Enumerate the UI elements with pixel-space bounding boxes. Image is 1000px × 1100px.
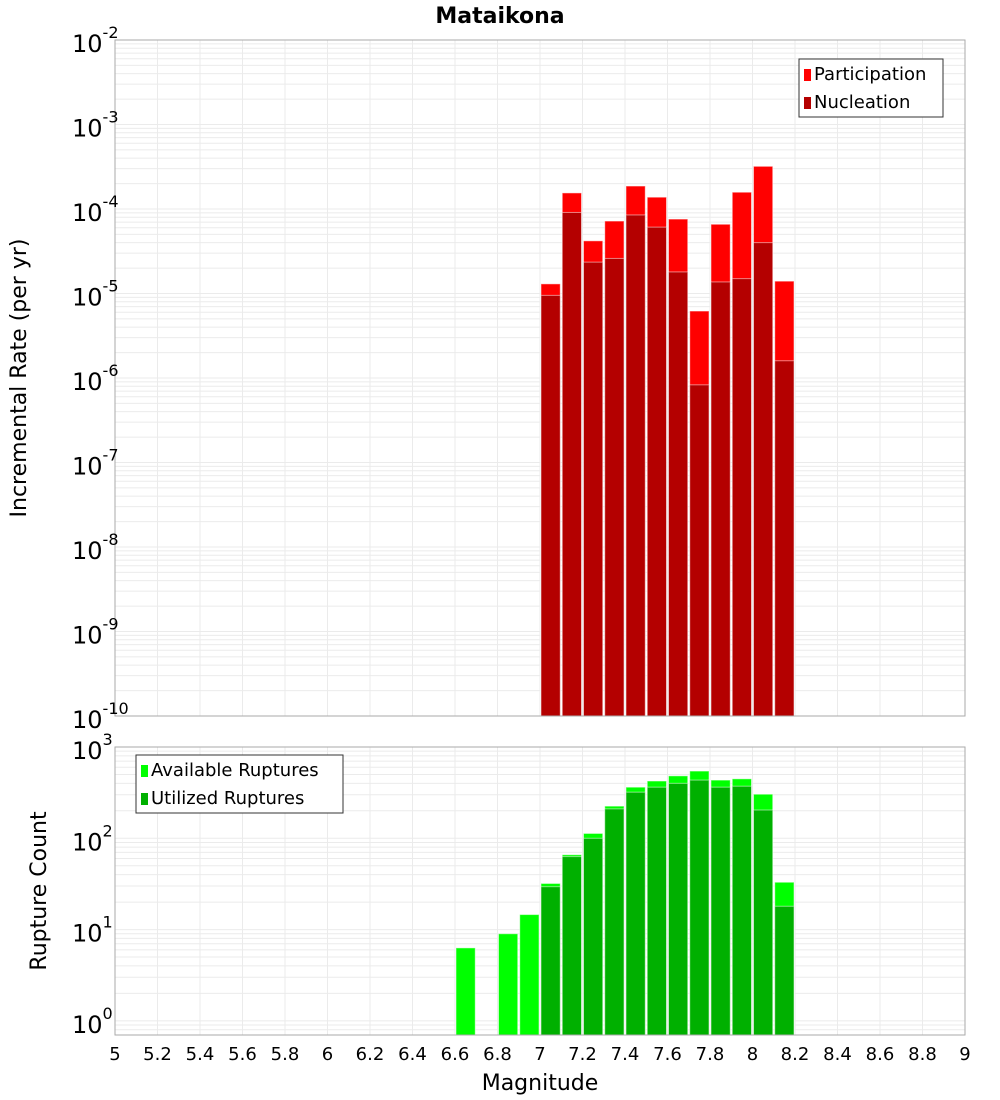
bar-utilized-ruptures bbox=[625, 791, 646, 1036]
bar-available-ruptures bbox=[455, 947, 476, 1036]
legend-swatch bbox=[804, 97, 811, 109]
bar-nucleation bbox=[604, 257, 625, 717]
bar-utilized-ruptures bbox=[561, 856, 582, 1036]
x-tick-label: 5.2 bbox=[143, 1044, 172, 1065]
legend-label: Participation bbox=[814, 64, 926, 85]
bar-utilized-ruptures bbox=[689, 779, 710, 1036]
bar-utilized-ruptures bbox=[753, 809, 774, 1036]
x-tick-label: 7.8 bbox=[696, 1044, 725, 1065]
x-tick-label: 6 bbox=[322, 1044, 333, 1065]
bar-nucleation bbox=[710, 281, 731, 717]
legend bbox=[135, 754, 344, 814]
x-tick-label: 8.2 bbox=[781, 1044, 810, 1065]
x-tick-label: 6.4 bbox=[398, 1044, 427, 1065]
bar-utilized-ruptures bbox=[774, 905, 795, 1036]
x-tick-label: 6.8 bbox=[483, 1044, 512, 1065]
y-tick-label: 10-7 bbox=[72, 446, 119, 481]
bar-nucleation bbox=[540, 294, 561, 717]
y-tick-label: 10-3 bbox=[72, 108, 119, 143]
bar-utilized-ruptures bbox=[710, 786, 731, 1036]
bar-utilized-ruptures bbox=[668, 782, 689, 1036]
legend bbox=[798, 58, 944, 118]
bar-utilized-ruptures bbox=[540, 886, 561, 1036]
bar-nucleation bbox=[731, 278, 752, 717]
y-tick-label: 103 bbox=[72, 730, 113, 765]
bar-nucleation bbox=[646, 226, 667, 717]
bar-utilized-ruptures bbox=[646, 786, 667, 1036]
y-axis-label: Rupture Count bbox=[27, 811, 52, 971]
bar-nucleation bbox=[774, 360, 795, 717]
y-tick-label: 10-8 bbox=[72, 530, 119, 565]
legend-label: Available Ruptures bbox=[151, 760, 319, 781]
x-tick-label: 5.4 bbox=[186, 1044, 215, 1065]
legend-label: Utilized Ruptures bbox=[151, 788, 304, 809]
y-tick-label: 10-2 bbox=[72, 23, 119, 58]
legend-swatch bbox=[141, 793, 148, 805]
x-tick-label: 5.6 bbox=[228, 1044, 257, 1065]
bar-nucleation bbox=[583, 261, 604, 717]
y-tick-label: 10-6 bbox=[72, 361, 119, 396]
bar-nucleation bbox=[753, 242, 774, 717]
bar-nucleation bbox=[625, 214, 646, 717]
bar-nucleation bbox=[561, 211, 582, 717]
chart-title: Mataikona bbox=[435, 4, 564, 29]
y-tick-label: 10-4 bbox=[72, 192, 119, 227]
x-tick-label: 8 bbox=[747, 1044, 758, 1065]
y-tick-label: 100 bbox=[72, 1004, 113, 1039]
bar-utilized-ruptures bbox=[583, 837, 604, 1036]
x-tick-label: 5.8 bbox=[271, 1044, 300, 1065]
x-tick-label: 6.2 bbox=[356, 1044, 385, 1065]
x-tick-label: 6.6 bbox=[441, 1044, 470, 1065]
y-tick-label: 101 bbox=[72, 913, 113, 948]
x-tick-label: 7.2 bbox=[568, 1044, 597, 1065]
legend-swatch bbox=[141, 765, 148, 777]
y-tick-label: 10-5 bbox=[72, 277, 119, 312]
bar-available-ruptures bbox=[519, 914, 540, 1036]
x-tick-label: 8.6 bbox=[866, 1044, 895, 1065]
x-tick-label: 9 bbox=[959, 1044, 970, 1065]
x-axis-label: Magnitude bbox=[482, 1071, 599, 1096]
legend-swatch bbox=[804, 69, 811, 81]
x-tick-label: 8.4 bbox=[823, 1044, 852, 1065]
bar-utilized-ruptures bbox=[731, 785, 752, 1036]
x-tick-label: 5 bbox=[109, 1044, 120, 1065]
bar-available-ruptures bbox=[498, 933, 519, 1036]
x-tick-label: 7.4 bbox=[611, 1044, 640, 1065]
plot-frame bbox=[114, 746, 966, 1036]
x-tick-label: 8.8 bbox=[908, 1044, 937, 1065]
y-axis-label: Incremental Rate (per yr) bbox=[7, 239, 32, 518]
y-tick-label: 10-10 bbox=[72, 699, 129, 734]
y-tick-label: 10-9 bbox=[72, 615, 119, 650]
y-tick-label: 102 bbox=[72, 821, 113, 856]
x-tick-label: 7.6 bbox=[653, 1044, 682, 1065]
x-tick-label: 7 bbox=[534, 1044, 545, 1065]
bar-nucleation bbox=[668, 271, 689, 717]
bar-nucleation bbox=[689, 384, 710, 717]
legend-label: Nucleation bbox=[814, 92, 910, 113]
plot-frame bbox=[114, 39, 966, 717]
bar-utilized-ruptures bbox=[604, 808, 625, 1036]
